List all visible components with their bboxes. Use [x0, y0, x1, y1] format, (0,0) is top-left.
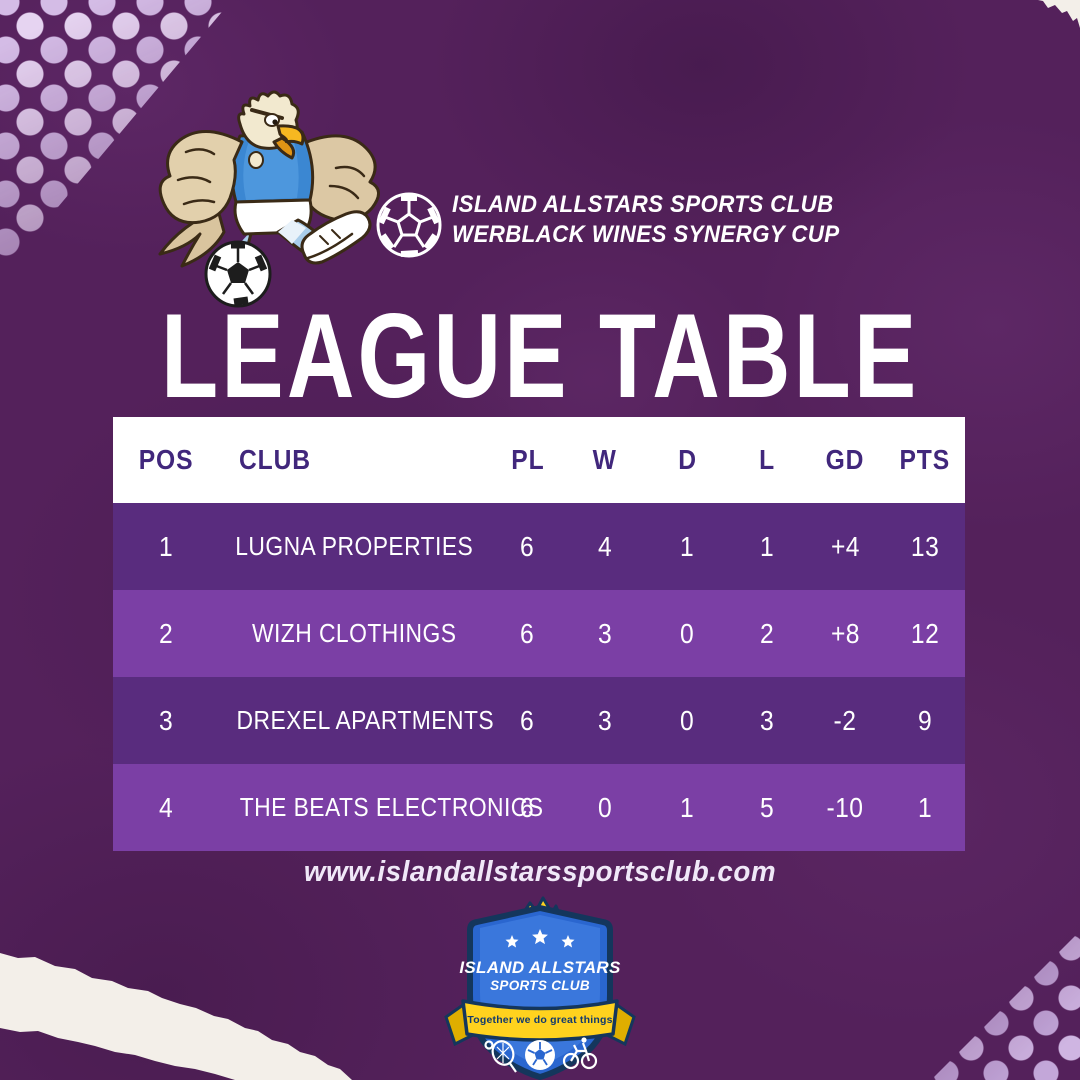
- crest-stars-icon: [505, 929, 575, 948]
- crest-sports-icons: [484, 1037, 598, 1073]
- col-header-pos: POS: [138, 444, 194, 475]
- cell-d: 1: [680, 530, 695, 562]
- cell-d: 1: [680, 791, 695, 823]
- cell-w: 0: [597, 791, 613, 823]
- cell-l: 1: [760, 530, 775, 562]
- col-header-w: W: [592, 444, 618, 475]
- page-title: LEAGUE TABLE: [160, 289, 920, 423]
- league-table: POS CLUB PL W D L GD PTS 1 LUGNA PROPERT…: [113, 417, 965, 851]
- cell-d: 0: [680, 704, 695, 736]
- cell-pl: 6: [520, 704, 535, 736]
- crest-name-line1: ISLAND ALLSTARS: [459, 958, 621, 977]
- cell-l: 2: [760, 617, 775, 649]
- club-crest-logo: ISLAND ALLSTARS SPORTS CLUB Together we …: [444, 896, 636, 1080]
- cell-l: 5: [760, 791, 775, 823]
- col-header-pl: PL: [510, 444, 545, 475]
- cell-pl: 6: [520, 791, 535, 823]
- cell-club: LUGNA PROPERTIES: [235, 531, 474, 561]
- website-url: www.islandallstarssportsclub.com: [303, 856, 777, 888]
- cell-w: 3: [597, 704, 613, 736]
- col-header-gd: GD: [825, 444, 865, 475]
- table-row: 4 THE BEATS ELECTRONICS 6 0 1 5 -10 1: [113, 764, 965, 851]
- col-header-d: D: [678, 444, 697, 475]
- cell-gd: -10: [826, 791, 864, 823]
- tennis-racket-icon: [484, 1040, 517, 1073]
- cell-w: 3: [597, 617, 613, 649]
- cell-pos: 3: [158, 704, 174, 736]
- cell-pl: 6: [520, 617, 535, 649]
- cell-club: THE BEATS ELECTRONICS: [239, 792, 544, 822]
- cell-pts: 1: [917, 791, 933, 823]
- cell-pl: 6: [520, 530, 535, 562]
- col-header-l: L: [759, 444, 776, 475]
- table-row: 2 WIZH CLOTHINGS 6 3 0 2 +8 12: [113, 590, 965, 677]
- torn-paper-top-right: [1038, 0, 1080, 28]
- masthead: ISLAND ALLSTARS SPORTS CLUB WERBLACK WIN…: [452, 190, 872, 250]
- table-row: 3 DREXEL APARTMENTS 6 3 0 3 -2 9: [113, 677, 965, 764]
- cell-club: WIZH CLOTHINGS: [252, 618, 457, 648]
- crest-ribbon: [461, 999, 619, 1042]
- crest-soccer-ball-icon: [525, 1040, 555, 1070]
- masthead-competition-name: WERBLACK WINES SYNERGY CUP: [452, 221, 840, 248]
- mascot-soccer-ball: [204, 240, 272, 308]
- table-row: 1 LUGNA PROPERTIES 6 4 1 1 +4 13: [113, 503, 965, 590]
- col-header-club: CLUB: [239, 444, 311, 475]
- torn-paper-bottom-left: [0, 953, 352, 1080]
- cell-l: 3: [760, 704, 775, 736]
- eagle-mascot-illustration: [158, 90, 380, 308]
- crest-tagline: Together we do great things: [467, 1014, 612, 1026]
- cell-pts: 9: [917, 704, 933, 736]
- cell-gd: +4: [830, 530, 860, 562]
- cell-gd: -2: [833, 704, 857, 736]
- cell-pos: 1: [158, 530, 174, 562]
- cell-pts: 12: [910, 617, 940, 649]
- cell-gd: +8: [830, 617, 860, 649]
- cell-pos: 2: [158, 617, 174, 649]
- col-header-pts: PTS: [899, 444, 951, 475]
- crest-name-line2: SPORTS CLUB: [490, 978, 590, 993]
- masthead-club-name: ISLAND ALLSTARS SPORTS CLUB: [452, 191, 834, 218]
- table-header-row: POS CLUB PL W D L GD PTS: [113, 417, 965, 503]
- soccer-ball-icon: [376, 192, 442, 258]
- cell-club: DREXEL APARTMENTS: [236, 705, 495, 735]
- cell-d: 0: [680, 617, 695, 649]
- cell-pos: 4: [158, 791, 174, 823]
- cell-w: 4: [597, 530, 613, 562]
- cell-pts: 13: [910, 530, 940, 562]
- dot-pattern-bottom-right: [923, 923, 1080, 1080]
- cyclist-icon: [562, 1037, 598, 1070]
